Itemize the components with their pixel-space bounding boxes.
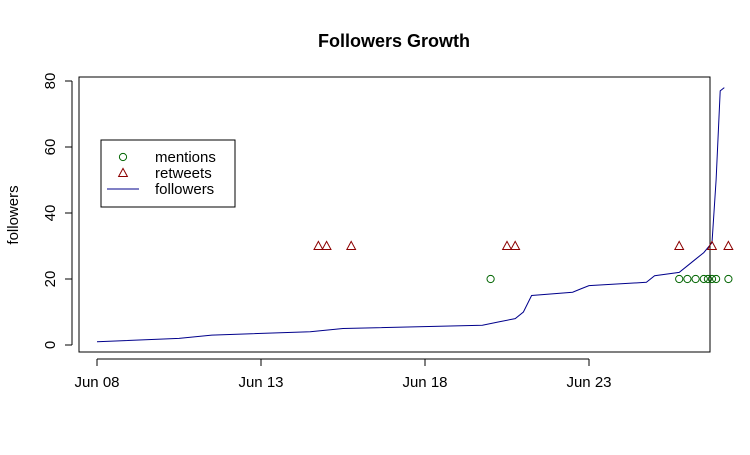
retweets-point	[673, 240, 685, 250]
mentions-point	[707, 274, 717, 284]
x-tick-label: Jun 13	[238, 374, 283, 391]
retweets-point	[345, 240, 357, 250]
mentions-point	[724, 274, 733, 284]
followers-line	[96, 87, 725, 343]
mentions-point	[703, 274, 713, 284]
series-layer	[96, 87, 734, 343]
mentions-point	[699, 274, 708, 284]
y-tick-label: 0	[42, 341, 59, 349]
legend-retweets-label: retweets	[155, 165, 212, 182]
retweets-point	[509, 240, 521, 250]
x-tick-label: Jun 18	[402, 374, 447, 391]
legend-mentions-label: mentions	[155, 149, 216, 166]
x-tick-label: Jun 23	[566, 374, 611, 391]
y-tick-label: 80	[42, 73, 59, 90]
y-tick-label: 60	[42, 139, 59, 156]
legend-followers-label: followers	[155, 181, 214, 198]
axes: 0 20 40 60 80 Jun 08 Jun 13 Jun 18 Jun 23	[42, 73, 612, 391]
mentions-point	[691, 274, 700, 284]
plot-area-frame	[78, 76, 711, 353]
retweets-point	[313, 240, 324, 250]
retweets-point	[723, 240, 734, 250]
mentions-point	[683, 274, 692, 284]
legend-mentions-marker	[118, 152, 128, 162]
mentions-point	[675, 274, 684, 284]
y-tick-label: 40	[42, 205, 59, 222]
x-tick-label: Jun 08	[74, 374, 119, 391]
y-tick-label: 20	[42, 271, 59, 288]
mentions-point	[486, 274, 495, 284]
chart-title: Followers Growth	[318, 31, 470, 51]
legend-retweets-marker	[117, 167, 129, 177]
retweets-point	[706, 240, 718, 250]
legend-box	[100, 139, 236, 208]
y-axis-label: followers	[5, 185, 22, 244]
mentions-point	[712, 274, 721, 284]
retweets-point	[321, 240, 332, 250]
retweets-point	[501, 240, 513, 250]
